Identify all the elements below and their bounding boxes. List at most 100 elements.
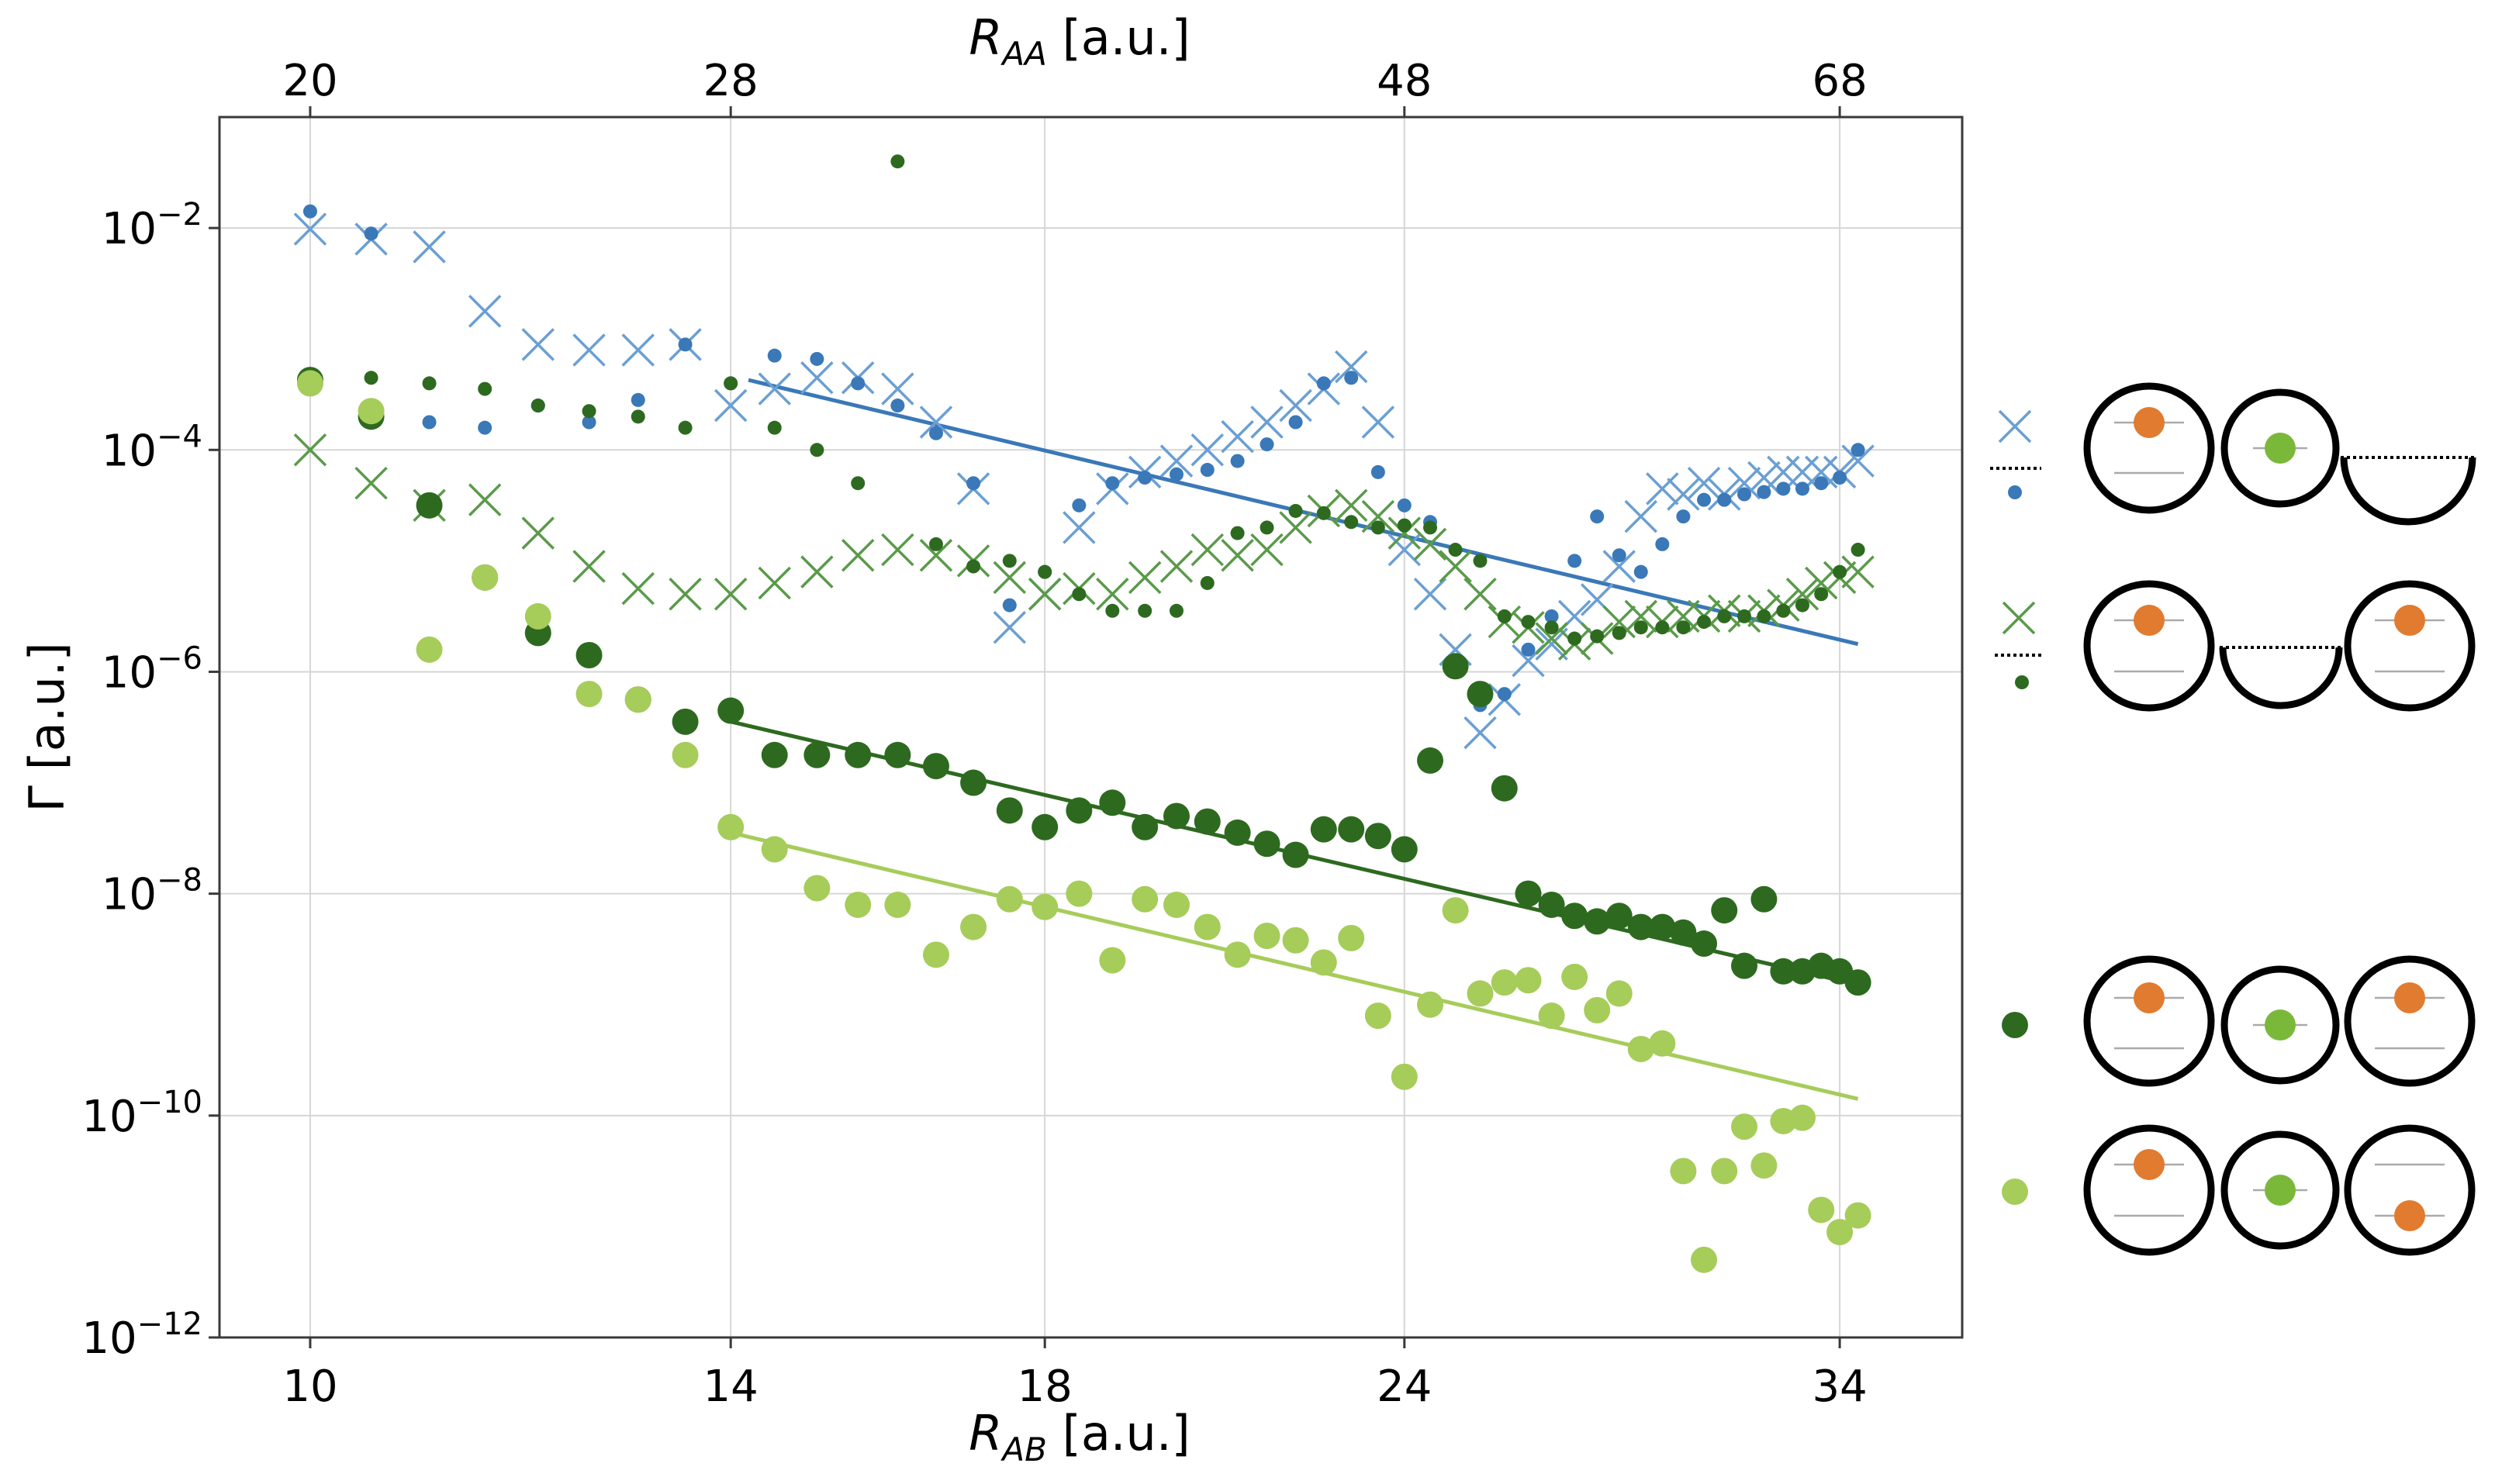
- blue-small-dot-point: [478, 420, 492, 435]
- x-tick-label: 10: [282, 1361, 337, 1412]
- legend: [1990, 409, 2044, 1205]
- light-green-large-dot-point: [1282, 927, 1309, 954]
- dark-green-large-dot-point: [1515, 880, 1542, 907]
- dark-green-small-dot-point: [422, 376, 437, 391]
- legend-dark-green-large-dot: [2002, 1012, 2028, 1038]
- y-tick-label: 10−6: [102, 640, 202, 698]
- continuum-bowl: [2340, 457, 2476, 526]
- light-green-large-dot-point: [717, 813, 745, 840]
- blue-small-dot-point: [1795, 481, 1809, 496]
- y-tick-label: 10−8: [102, 863, 202, 920]
- blue-small-dot-point: [1497, 687, 1512, 702]
- light-green-large-dot-point: [416, 636, 443, 663]
- dark-green-large-dot-point: [922, 753, 949, 780]
- blue-small-dot-point: [631, 392, 645, 407]
- blue-small-dot-point: [1737, 487, 1752, 502]
- dark-green-small-dot-point: [1002, 554, 1017, 568]
- dark-green-small-dot-point: [1497, 609, 1512, 623]
- atom-a-ring: [2083, 382, 2215, 514]
- light-blue-cross-point: [1463, 716, 1497, 750]
- green-cross-point: [1028, 578, 1062, 611]
- atom-a-ring: [2344, 580, 2476, 712]
- dark-green-large-dot-point: [672, 708, 699, 735]
- dark-green-small-dot-point: [1814, 587, 1829, 602]
- green-cross-point: [354, 466, 388, 500]
- light-green-large-dot-point: [1194, 913, 1221, 940]
- light-green-large-dot-point: [524, 602, 551, 630]
- blue-small-dot-point: [1590, 509, 1605, 524]
- green-cross-point: [1602, 605, 1636, 639]
- light-green-large-dot-point: [624, 686, 651, 713]
- orange-electron: [2394, 1200, 2425, 1231]
- blue-small-dot-point: [1072, 498, 1087, 512]
- dark-green-small-dot-point: [678, 420, 693, 435]
- tick-marks: [209, 106, 1841, 1348]
- blue-small-dot-point: [890, 399, 905, 413]
- top-x-tick-label: 20: [282, 56, 337, 106]
- dark-green-large-dot-point: [1132, 813, 1159, 840]
- light-green-large-dot-point: [575, 681, 603, 708]
- light-blue-cross-point: [881, 372, 914, 406]
- light-green-large-dot-point: [296, 370, 323, 397]
- continuum-bowl: [2219, 647, 2343, 709]
- dark-green-large-dot-point: [1561, 902, 1588, 930]
- light-green-large-dot-point: [1442, 897, 1469, 924]
- dark-green-large-dot-point: [1310, 816, 1337, 843]
- blue-small-dot-point: [1655, 537, 1670, 551]
- green-cross-point: [1221, 538, 1254, 572]
- blue-small-dot-point: [1200, 463, 1215, 478]
- dark-green-large-dot-point: [1417, 747, 1444, 774]
- dark-green-small-dot-point: [478, 381, 492, 396]
- light-blue-cross-point: [1747, 461, 1781, 495]
- light-blue-cross-point: [1334, 350, 1368, 384]
- light-blue-cross-point: [1063, 511, 1096, 544]
- dark-green-small-dot-point: [364, 371, 378, 385]
- dark-green-large-dot-point: [960, 769, 987, 796]
- light-blue-cross-point: [1387, 533, 1422, 567]
- blue-small-dot-point: [928, 426, 943, 440]
- green-cross-point: [758, 566, 791, 600]
- dark-green-small-dot-point: [1448, 543, 1463, 557]
- green-cross-point: [293, 433, 327, 467]
- dark-green-large-dot-point: [1066, 797, 1093, 824]
- dark-green-small-dot-point: [1105, 603, 1120, 618]
- green-cross-point: [1128, 561, 1162, 595]
- atom-b-ring: [2220, 965, 2340, 1085]
- blue-small-dot-point: [1521, 642, 1536, 657]
- dark-green-large-dot-point: [1099, 789, 1126, 816]
- light-green-large-dot-point: [996, 885, 1023, 913]
- blue-small-dot-point: [851, 376, 866, 391]
- dark-green-large-dot-point: [1691, 930, 1718, 958]
- dark-green-small-dot-point: [1795, 598, 1809, 613]
- blue-small-dot-point: [966, 476, 981, 491]
- light-green-large-dot-point: [1253, 923, 1280, 950]
- blue-small-dot-point: [1717, 492, 1732, 507]
- atom-a-ring: [2083, 955, 2215, 1087]
- dark-green-small-dot-point: [851, 476, 866, 491]
- light-green-large-dot-point: [1163, 891, 1190, 918]
- blue-small-dot-point: [1230, 454, 1245, 468]
- top-x-tick-label: 68: [1812, 56, 1867, 106]
- green-cross-point: [521, 516, 555, 550]
- dark-green-small-dot-point: [1230, 526, 1245, 540]
- dark-green-small-dot-point: [1200, 575, 1215, 590]
- dark-green-large-dot-point: [1605, 902, 1633, 930]
- dark-green-large-dot-point: [1649, 913, 1676, 940]
- green-cross-point: [841, 538, 875, 572]
- dark-green-small-dot-point: [767, 420, 782, 435]
- dark-green-large-dot-point: [845, 741, 872, 768]
- green-cross-point: [919, 538, 953, 572]
- light-blue-cross-point: [758, 372, 791, 406]
- light-green-large-dot-point: [884, 891, 911, 918]
- dark-green-small-dot-point: [1567, 631, 1582, 646]
- light-blue-cross-series: [293, 212, 1875, 750]
- blue-small-dot-point: [1776, 481, 1791, 496]
- light-green-large-dot-point: [1670, 1158, 1697, 1185]
- atom-b-ring: [2220, 1130, 2340, 1250]
- dark-green-small-dot-point: [631, 409, 645, 424]
- green-cross-point: [1159, 550, 1194, 583]
- light-green-large-dot-point: [922, 941, 949, 968]
- dark-green-small-dot-point: [1397, 518, 1412, 533]
- light-blue-cross-point: [1190, 433, 1225, 467]
